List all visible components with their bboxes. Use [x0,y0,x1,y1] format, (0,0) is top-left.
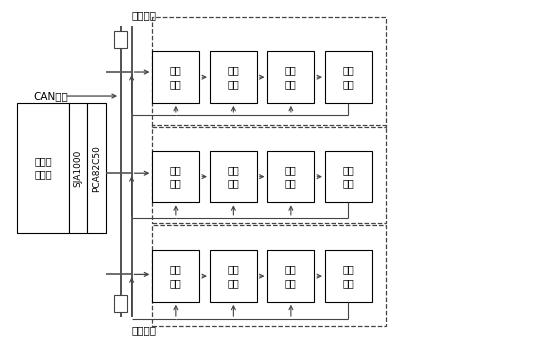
Text: 終端電阻: 終端電阻 [132,325,156,335]
Bar [153,151,200,202]
Bar [325,51,372,103]
Bar [210,250,257,302]
Text: SJA1000: SJA1000 [74,150,83,187]
Bar [210,51,257,103]
Text: 位置
比較: 位置 比較 [170,264,182,288]
Text: 速度
比較: 速度 比較 [227,264,239,288]
Bar [114,295,127,312]
Bar [268,250,314,302]
Text: 伺服
電機: 伺服 電機 [342,66,354,89]
Text: 速度
比較: 速度 比較 [227,165,239,188]
Bar [325,151,372,202]
Bar [69,103,87,233]
Text: 印刷機
控制器: 印刷機 控制器 [34,156,51,180]
Bar [152,225,386,326]
Bar [152,17,386,127]
Bar [325,250,372,302]
Bar [152,125,386,223]
Text: 位置
比較: 位置 比較 [170,66,182,89]
Text: 速度
比較: 速度 比較 [227,66,239,89]
Text: 伺服
電機: 伺服 電機 [342,264,354,288]
Bar [210,151,257,202]
Text: 伺服
電機: 伺服 電機 [342,165,354,188]
Text: CAN總線: CAN總線 [33,91,68,101]
Text: PCA82C50: PCA82C50 [92,145,101,191]
Bar [17,103,69,233]
Text: 電流
比較: 電流 比較 [285,66,297,89]
Bar [153,51,200,103]
Text: 終端電阻: 終端電阻 [132,10,156,21]
Text: 位置
比較: 位置 比較 [170,165,182,188]
Bar [87,103,106,233]
Bar [268,151,314,202]
Bar [268,51,314,103]
Text: 電流
比較: 電流 比較 [285,165,297,188]
Text: 電流
比較: 電流 比較 [285,264,297,288]
Bar [114,31,127,48]
Bar [153,250,200,302]
